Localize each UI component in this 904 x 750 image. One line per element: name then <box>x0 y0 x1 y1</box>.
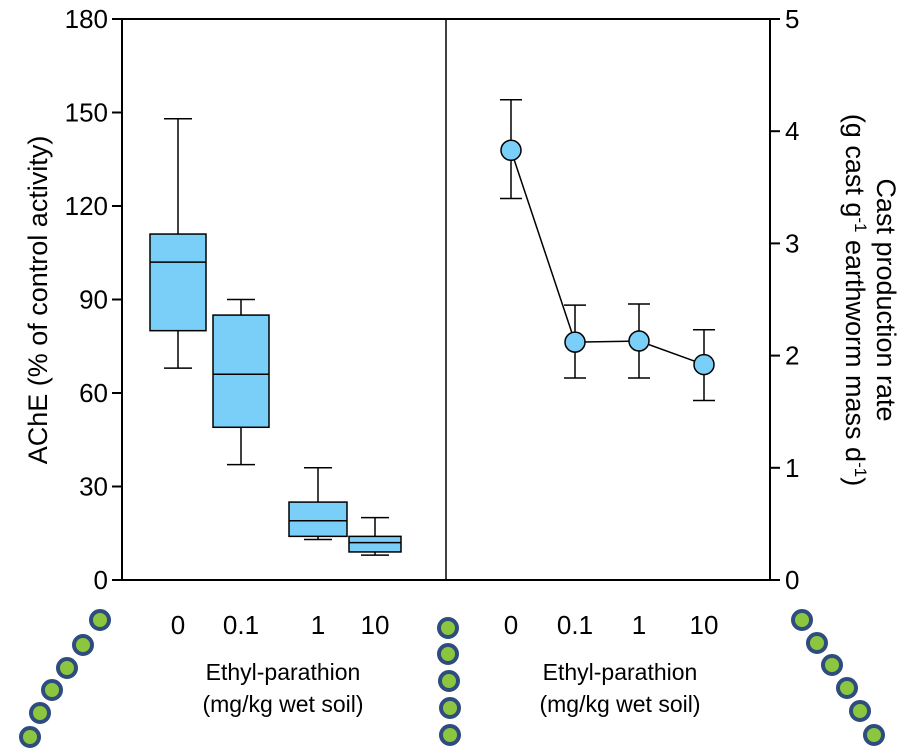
data-point-10 <box>693 329 715 402</box>
left-x-tick-label: 0.1 <box>223 610 259 640</box>
bead-icon <box>836 677 858 699</box>
data-point-0 <box>500 99 522 200</box>
left-y-tick-label: 180 <box>65 4 108 34</box>
bead-icon <box>791 609 813 631</box>
bead-icon <box>849 700 871 722</box>
right-y-tick-label: 3 <box>785 228 799 258</box>
box-plots <box>149 117 402 556</box>
right-x-tick-label: 0.1 <box>557 610 593 640</box>
bead-icon <box>89 609 111 631</box>
cast-production-series <box>500 99 715 402</box>
left-x-axis-label-line1: Ethyl-parathion <box>206 659 361 685</box>
box-plot-1 <box>288 467 348 541</box>
bead-icon <box>41 679 63 701</box>
series-line <box>510 150 705 366</box>
data-point-1 <box>628 303 650 379</box>
data-point-marker <box>500 139 522 162</box>
left-x-tick-label: 1 <box>311 610 325 640</box>
bead-icon <box>437 617 459 639</box>
box-plot-0 <box>149 117 207 369</box>
right-x-tick-label: 1 <box>632 610 646 640</box>
bead-icon <box>806 632 828 654</box>
bead-icon <box>439 724 461 746</box>
left-x-tick-labels: 0 0.1 1 10 <box>171 610 390 640</box>
right-y-ticks: 0 1 2 3 4 5 <box>770 4 799 595</box>
bead-icon <box>72 634 94 656</box>
left-y-axis-label: AChE (% of control activity) <box>23 136 53 465</box>
right-x-tick-label: 0 <box>504 610 518 640</box>
box <box>149 233 207 332</box>
right-y-tick-label: 1 <box>785 453 799 483</box>
data-point-0.1 <box>564 304 586 379</box>
right-x-axis-label-line1: Ethyl-parathion <box>543 659 698 685</box>
box-plot-10 <box>348 516 402 556</box>
left-x-tick-label: 10 <box>361 610 390 640</box>
right-y-tick-label: 5 <box>785 4 799 34</box>
left-y-tick-label: 90 <box>79 285 108 315</box>
bead-icon <box>863 724 885 746</box>
left-y-ticks: 0 30 60 90 120 150 180 <box>65 4 122 595</box>
left-y-tick-label: 150 <box>65 98 108 128</box>
right-y-tick-label: 2 <box>785 341 799 371</box>
left-y-tick-label: 60 <box>79 378 108 408</box>
left-x-tick-label: 0 <box>171 610 185 640</box>
left-x-axis-label-line2: (mg/kg wet soil) <box>202 691 363 717</box>
right-y-axis-label-line2: (g cast g-1 earthworm mass d-1) <box>840 114 871 486</box>
box <box>288 501 348 538</box>
data-point-marker <box>564 331 586 353</box>
data-point-marker <box>628 330 650 352</box>
left-y-tick-label: 120 <box>65 191 108 221</box>
box <box>212 314 270 429</box>
right-y-tick-label: 4 <box>785 116 799 146</box>
left-y-tick-label: 30 <box>79 472 108 502</box>
right-x-tick-label: 10 <box>690 610 719 640</box>
decorative-bead-chains <box>19 609 885 748</box>
bead-icon <box>19 726 41 748</box>
bead-icon <box>821 654 843 676</box>
right-y-axis-label-line1: Cast production rate <box>871 178 901 421</box>
plot-frame <box>121 18 771 581</box>
right-y-tick-label: 0 <box>785 565 799 595</box>
right-x-axis-label-line2: (mg/kg wet soil) <box>539 691 700 717</box>
bead-icon <box>439 697 461 719</box>
bead-icon <box>29 702 51 724</box>
left-y-tick-label: 0 <box>94 565 108 595</box>
bead-icon <box>56 657 78 679</box>
bead-icon <box>438 670 460 692</box>
box <box>348 535 402 553</box>
bead-icon <box>437 643 459 665</box>
right-x-tick-labels: 0 0.1 1 10 <box>504 610 719 640</box>
box-plot-0.1 <box>212 298 270 466</box>
data-point-marker <box>693 353 715 376</box>
